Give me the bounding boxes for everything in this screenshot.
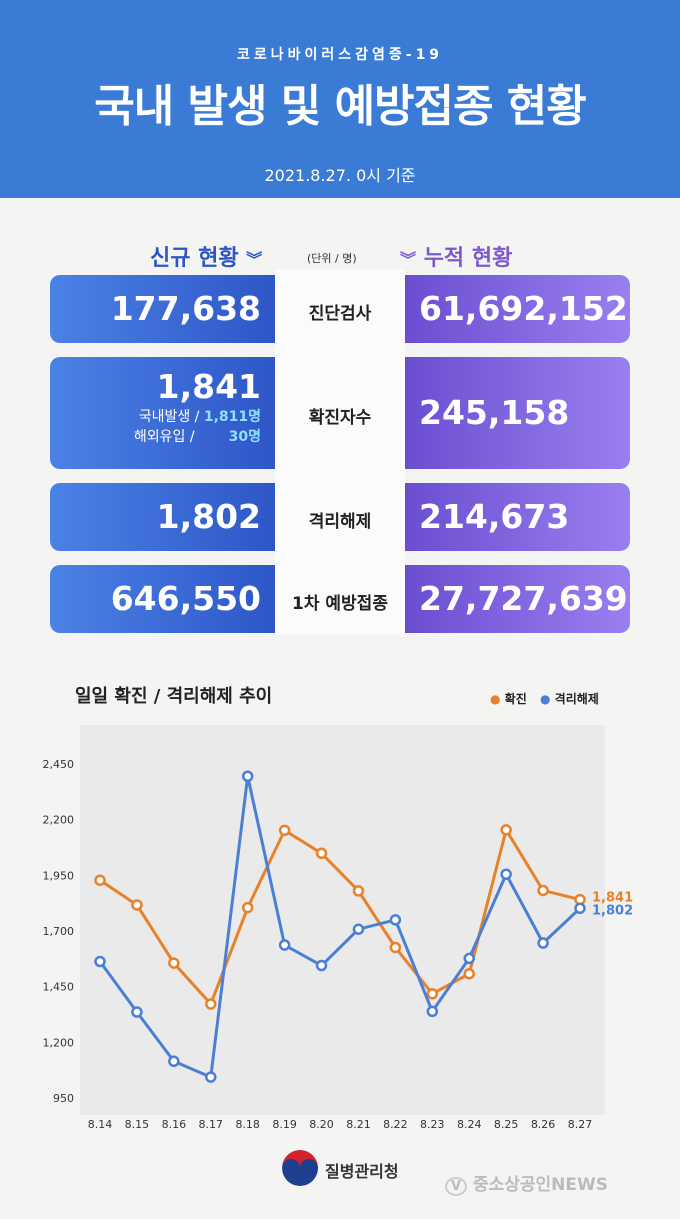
data-point-confirmed bbox=[315, 847, 328, 860]
data-point-confirmed bbox=[426, 988, 439, 1000]
end-value-label: 1,841 bbox=[592, 891, 633, 906]
y-tick-label: 950 bbox=[53, 1092, 74, 1105]
y-tick-label: 1,450 bbox=[43, 981, 75, 994]
new-vaccination-value: 646,550 bbox=[110, 579, 261, 618]
data-point-confirmed bbox=[500, 824, 512, 836]
new-tests-card: 177,638 bbox=[50, 275, 275, 343]
x-tick-label: 8.19 bbox=[272, 1118, 297, 1131]
total-vaccination-card: 27,727,639 bbox=[405, 565, 630, 633]
chevron-down-icon: ︾ bbox=[246, 250, 263, 269]
chevron-down-icon: ︾ bbox=[400, 250, 417, 269]
series-line-confirmed bbox=[99, 828, 581, 1006]
overseas-row: 해외유입 / 30명 bbox=[133, 429, 261, 445]
data-point-confirmed bbox=[241, 901, 254, 914]
data-point-released bbox=[205, 1071, 217, 1083]
data-point-released bbox=[352, 923, 365, 935]
chart-title: 일일 확진 / 격리해제 추이 bbox=[75, 686, 273, 707]
total-confirmed-value: 245,158 bbox=[419, 393, 570, 432]
data-point-confirmed bbox=[352, 885, 365, 897]
total-released-value: 214,673 bbox=[419, 497, 570, 536]
row-label-vaccination: 1차 예방접종 bbox=[292, 594, 388, 614]
data-point-released bbox=[131, 1006, 143, 1018]
row-label-tests: 진단검사 bbox=[308, 304, 372, 324]
data-point-released bbox=[426, 1005, 439, 1018]
data-point-confirmed bbox=[205, 998, 217, 1010]
unit-label: (단위 / 명) bbox=[307, 252, 357, 265]
vsn-logo-icon: V bbox=[445, 1177, 468, 1196]
x-tick-label: 8.23 bbox=[420, 1118, 445, 1131]
data-point-confirmed bbox=[94, 874, 106, 886]
domestic-row: 국내발생 / 1,811명 bbox=[138, 409, 261, 425]
government-emblem-icon bbox=[282, 1150, 318, 1186]
y-tick-label: 1,950 bbox=[43, 869, 75, 882]
circle-icon: ● bbox=[490, 692, 501, 706]
data-point-confirmed bbox=[463, 968, 475, 980]
new-released-card: 1,802 bbox=[50, 483, 275, 551]
new-vaccination-card: 646,550 bbox=[50, 565, 275, 633]
header-date: 2021.8.27. 0시 기준 bbox=[264, 166, 416, 185]
total-vaccination-value: 27,727,639 bbox=[419, 579, 628, 618]
total-tests-value: 61,692,152 bbox=[419, 289, 628, 328]
y-tick-label: 1,200 bbox=[43, 1036, 75, 1049]
plot-area bbox=[80, 725, 605, 1115]
y-tick-label: 2,200 bbox=[43, 814, 75, 827]
x-tick-label: 8.24 bbox=[457, 1118, 482, 1131]
x-tick-label: 8.18 bbox=[235, 1118, 260, 1131]
data-point-released bbox=[241, 770, 254, 782]
x-tick-label: 8.16 bbox=[162, 1118, 187, 1131]
data-point-released bbox=[168, 1055, 180, 1068]
circle-icon: ● bbox=[540, 692, 551, 706]
data-point-released bbox=[278, 939, 291, 951]
center-label-column bbox=[275, 270, 405, 635]
x-tick-label: 8.26 bbox=[531, 1118, 556, 1131]
data-point-confirmed bbox=[131, 899, 143, 911]
x-tick-label: 8.22 bbox=[383, 1118, 408, 1131]
new-released-value: 1,802 bbox=[156, 497, 261, 536]
header-subtitle: 코로나바이러스감염증-19 bbox=[236, 47, 444, 63]
cumulative-status-title: ︾ 누적 현황 bbox=[400, 246, 513, 271]
total-tests-card: 61,692,152 bbox=[405, 275, 630, 343]
data-point-confirmed bbox=[168, 957, 180, 969]
total-confirmed-card: 245,158 bbox=[405, 357, 630, 469]
legend-confirmed: ● 확진 bbox=[490, 692, 527, 706]
data-point-released bbox=[463, 952, 475, 965]
data-point-released bbox=[94, 955, 106, 968]
watermark: V 중소상공인NEWS bbox=[445, 1170, 608, 1196]
header-title: 국내 발생 및 예방접종 현황 bbox=[94, 81, 587, 132]
data-point-released bbox=[574, 902, 586, 915]
data-point-released bbox=[537, 937, 549, 949]
new-tests-value: 177,638 bbox=[110, 289, 261, 328]
new-confirmed-card: 1,841 국내발생 / 1,811명 해외유입 / 30명 bbox=[50, 357, 275, 469]
series-line-released bbox=[98, 774, 582, 1079]
data-point-confirmed bbox=[389, 941, 402, 954]
x-tick-label: 8.17 bbox=[199, 1118, 224, 1131]
data-point-released bbox=[389, 914, 402, 926]
total-released-card: 214,673 bbox=[405, 483, 630, 551]
y-tick-label: 1,700 bbox=[43, 925, 75, 938]
new-confirmed-value: 1,841 bbox=[156, 367, 261, 406]
end-value-label: 1,802 bbox=[592, 903, 633, 918]
agency-name: 질병관리청 bbox=[325, 1162, 399, 1181]
data-point-confirmed bbox=[278, 824, 291, 837]
legend-released: ● 격리해제 bbox=[540, 692, 599, 706]
row-label-released: 격리해제 bbox=[308, 512, 372, 532]
x-tick-label: 8.21 bbox=[346, 1118, 371, 1131]
x-tick-label: 8.27 bbox=[568, 1118, 593, 1131]
header-banner: 코로나바이러스감염증-19 국내 발생 및 예방접종 현황 2021.8.27.… bbox=[0, 0, 680, 198]
row-label-confirmed: 확진자수 bbox=[308, 408, 372, 428]
data-point-released bbox=[500, 868, 512, 880]
new-status-title: 신규 현황 ︾ bbox=[150, 246, 263, 271]
x-tick-label: 8.15 bbox=[125, 1118, 150, 1131]
data-point-confirmed bbox=[537, 884, 549, 897]
x-tick-label: 8.20 bbox=[309, 1118, 334, 1131]
data-point-released bbox=[315, 959, 328, 972]
x-tick-label: 8.25 bbox=[494, 1118, 519, 1131]
y-tick-label: 2,450 bbox=[43, 758, 75, 771]
x-tick-label: 8.14 bbox=[88, 1118, 113, 1131]
